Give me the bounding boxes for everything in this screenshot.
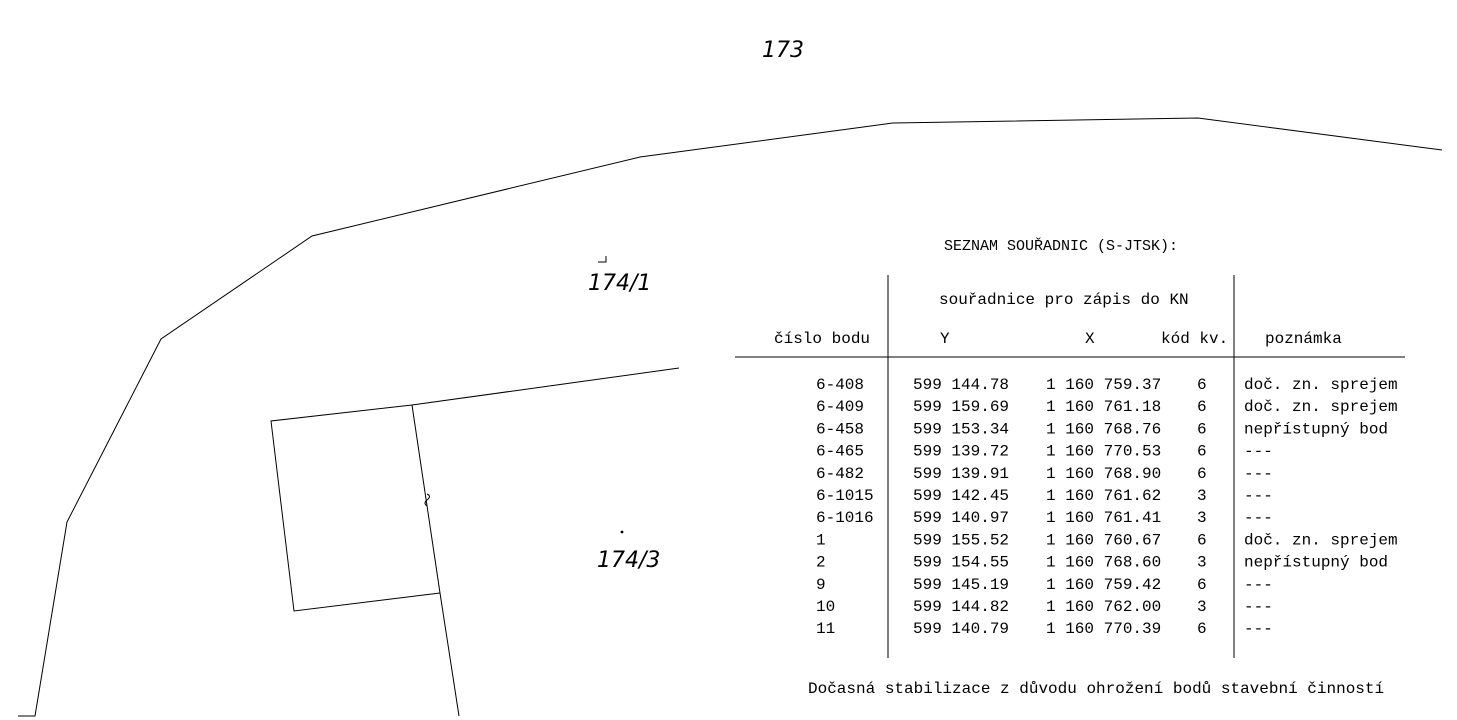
table-row: 6-482 599 139.91 1 160 768.90 6 ---: [816, 465, 1273, 483]
cell-poznamka: ---: [1244, 487, 1273, 505]
cell-y: 599 140.79: [913, 620, 1009, 638]
table-title: SEZNAM SOUŘADNIC (S-JTSK):: [944, 237, 1178, 255]
cell-y: 599 145.19: [913, 576, 1009, 594]
boundary-outer: [18, 117, 1443, 717]
cell-y: 599 155.52: [913, 531, 1009, 549]
cell-poznamka: nepřístupný bod: [1244, 554, 1388, 572]
cell-kod: 6: [1197, 531, 1207, 549]
cell-kod: 3: [1197, 487, 1207, 505]
column-header-y: Y: [940, 330, 950, 348]
cell-cislo: 9: [816, 576, 826, 594]
cell-cislo: 6-458: [816, 420, 864, 438]
table-row: 1 599 155.52 1 160 760.67 6 doč. zn. sprejem: [816, 531, 1398, 549]
table-row: 6-458 599 153.34 1 160 768.76 6 nepřístupný …: [816, 420, 1388, 438]
cell-cislo: 6-408: [816, 376, 864, 394]
coordinate-table: SEZNAM SOUŘADNIC (S-JTSK): souřadnice pr…: [735, 237, 1405, 698]
cell-y: 599 140.97: [913, 509, 1009, 527]
cell-cislo: 6-1015: [816, 487, 874, 505]
cell-x: 1 160 761.62: [1046, 487, 1161, 505]
cell-poznamka: ---: [1244, 576, 1273, 594]
cell-kod: 6: [1197, 376, 1207, 394]
table-row: 6-1015 599 142.45 1 160 761.62 3 ---: [816, 487, 1273, 505]
cell-y: 599 139.91: [913, 465, 1009, 483]
table-row: 2 599 154.55 1 160 768.60 3 nepřístupný bod: [816, 554, 1388, 572]
cell-kod: 6: [1197, 398, 1207, 416]
cell-kod: 3: [1197, 598, 1207, 616]
boundary-tick-marker: [424, 493, 430, 507]
parcel-label-173: 173: [762, 38, 804, 63]
cell-poznamka: doč. zn. sprejem: [1244, 376, 1398, 394]
cell-kod: 3: [1197, 554, 1207, 572]
cell-kod: 6: [1197, 576, 1207, 594]
cell-y: 599 139.72: [913, 443, 1009, 461]
column-header-kod: kód kv.: [1161, 330, 1228, 348]
parcel-label-174-3: 174/3: [597, 548, 660, 573]
point-marker: [620, 530, 624, 534]
parcel-label-174-1: 174/1: [588, 271, 651, 296]
table-group-header: souřadnice pro zápis do KN: [939, 291, 1189, 309]
cell-cislo: 1: [816, 531, 826, 549]
cell-poznamka: doč. zn. sprejem: [1244, 531, 1398, 549]
column-header-cislo: číslo bodu: [774, 330, 870, 348]
cell-y: 599 142.45: [913, 487, 1009, 505]
cell-poznamka: ---: [1244, 443, 1273, 461]
cell-x: 1 160 770.53: [1046, 443, 1161, 461]
cell-kod: 6: [1197, 420, 1207, 438]
cell-poznamka: nepřístupný bod: [1244, 420, 1388, 438]
cell-cislo: 2: [816, 554, 826, 572]
cell-kod: 3: [1197, 509, 1207, 527]
table-row: 9 599 145.19 1 160 759.42 6 ---: [816, 576, 1273, 594]
cell-poznamka: ---: [1244, 598, 1273, 616]
cell-x: 1 160 761.41: [1046, 509, 1161, 527]
cell-x: 1 160 762.00: [1046, 598, 1161, 616]
cell-x: 1 160 768.60: [1046, 554, 1161, 572]
cell-cislo: 6-409: [816, 398, 864, 416]
cell-y: 599 159.69: [913, 398, 1009, 416]
corner-marker: [598, 256, 607, 263]
cell-y: 599 153.34: [913, 420, 1009, 438]
cell-y: 599 144.78: [913, 376, 1009, 394]
cell-cislo: 11: [816, 620, 835, 638]
cell-poznamka: ---: [1244, 465, 1273, 483]
cell-x: 1 160 759.42: [1046, 576, 1161, 594]
cell-poznamka: doč. zn. sprejem: [1244, 398, 1398, 416]
cell-cislo: 6-1016: [816, 509, 874, 527]
cell-poznamka: ---: [1244, 509, 1273, 527]
parcel-boundaries: [18, 117, 1443, 717]
boundary-inner-top: [270, 367, 680, 612]
table-row: 6-1016 599 140.97 1 160 761.41 3 ---: [816, 509, 1273, 527]
cell-y: 599 154.55: [913, 554, 1009, 572]
cell-kod: 6: [1197, 443, 1207, 461]
cell-x: 1 160 768.90: [1046, 465, 1161, 483]
markers: [424, 256, 624, 534]
column-header-poznamka: poznámka: [1265, 330, 1342, 348]
cell-x: 1 160 761.18: [1046, 398, 1161, 416]
cell-x: 1 160 760.67: [1046, 531, 1161, 549]
cell-kod: 6: [1197, 465, 1207, 483]
boundary-inner-right: [411, 404, 460, 717]
table-rows: 6-408 599 144.78 1 160 759.37 6 doč. zn. spr…: [816, 376, 1398, 638]
table-footnote: Dočasná stabilizace z důvodu ohrožení bo…: [808, 680, 1384, 698]
table-row: 10 599 144.82 1 160 762.00 3 ---: [816, 598, 1273, 616]
table-row: 6-408 599 144.78 1 160 759.37 6 doč. zn. spr…: [816, 376, 1398, 394]
table-row: 6-465 599 139.72 1 160 770.53 6 ---: [816, 443, 1273, 461]
column-header-x: X: [1085, 330, 1095, 348]
table-row: 11 599 140.79 1 160 770.39 6 ---: [816, 620, 1273, 638]
table-row: 6-409 599 159.69 1 160 761.18 6 doč. zn. spr…: [816, 398, 1398, 416]
cell-y: 599 144.82: [913, 598, 1009, 616]
cell-x: 1 160 770.39: [1046, 620, 1161, 638]
cell-cislo: 6-465: [816, 443, 864, 461]
cell-cislo: 10: [816, 598, 835, 616]
cell-poznamka: ---: [1244, 620, 1273, 638]
cell-x: 1 160 768.76: [1046, 420, 1161, 438]
cell-cislo: 6-482: [816, 465, 864, 483]
cell-x: 1 160 759.37: [1046, 376, 1161, 394]
cell-kod: 6: [1197, 620, 1207, 638]
